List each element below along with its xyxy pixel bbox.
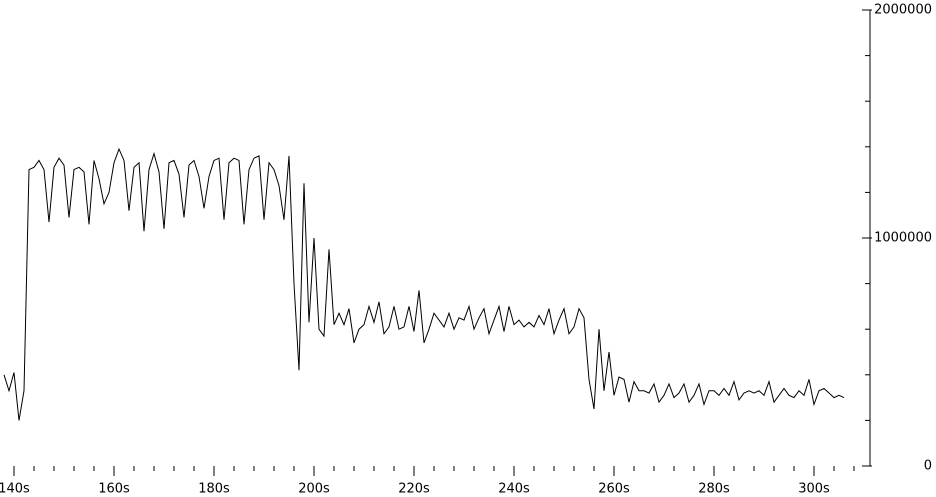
x-tick-label: 240s — [498, 482, 530, 497]
x-tick-label: 160s — [98, 482, 130, 497]
y-tick-label: 0 — [924, 459, 932, 474]
x-tick-label: 300s — [798, 482, 830, 497]
data-line — [3, 147, 845, 421]
y-tick-label: 1000000 — [874, 231, 932, 246]
x-tick-label: 220s — [398, 482, 430, 497]
x-tick-label: 200s — [298, 482, 330, 497]
y-tick-label: 2000000 — [874, 3, 932, 18]
x-tick-label: 260s — [598, 482, 630, 497]
x-tick-label: 280s — [698, 482, 730, 497]
x-tick-label: 180s — [198, 482, 230, 497]
x-tick-label: 140s — [0, 482, 30, 497]
